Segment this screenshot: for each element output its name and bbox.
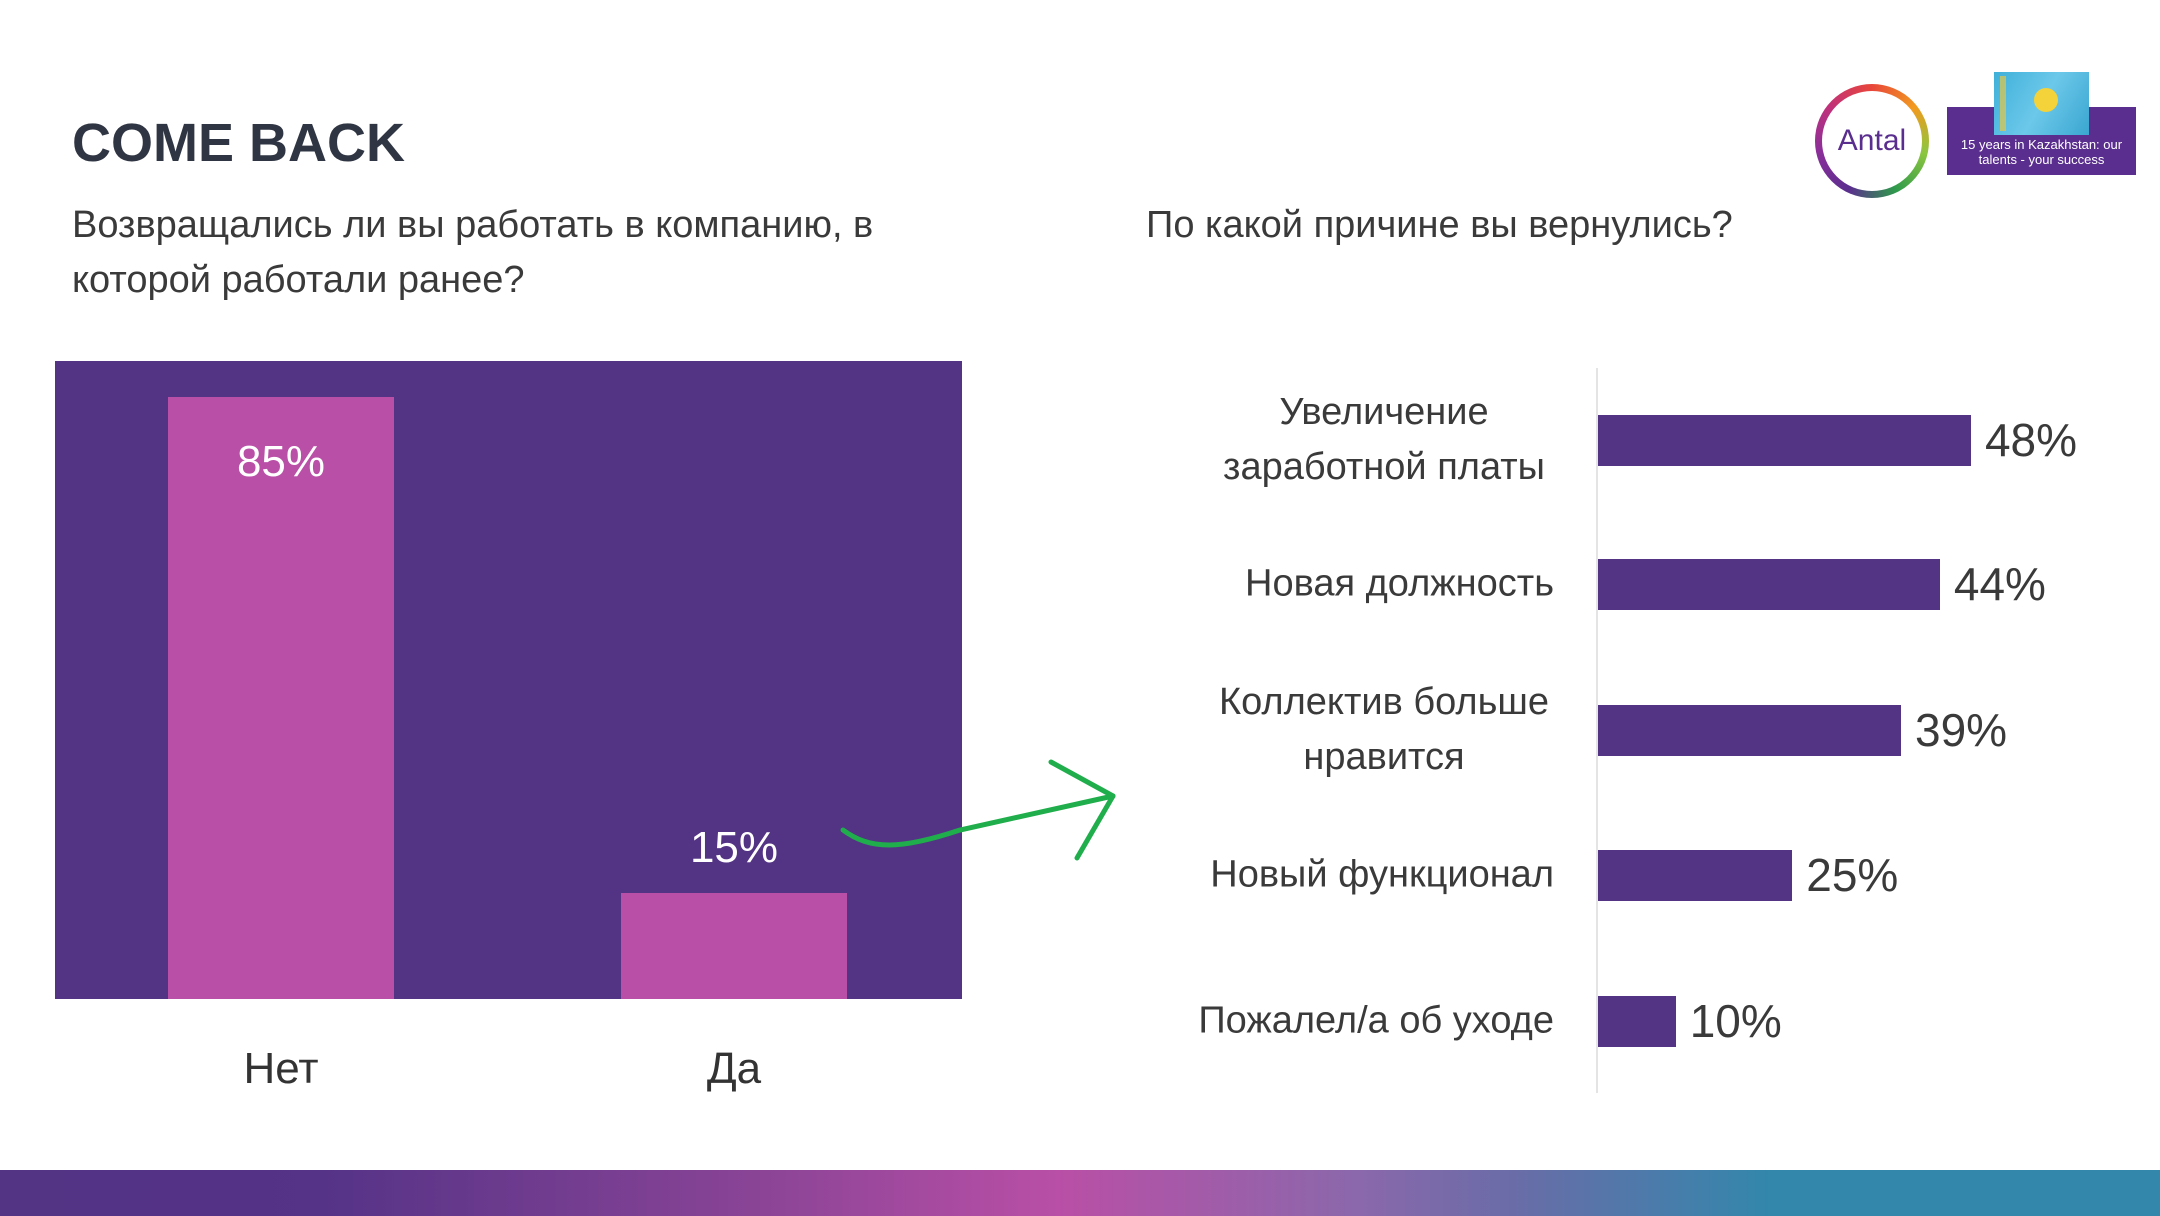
bar-value-label: 44% [1953, 558, 2046, 610]
bar-value-label: 25% [1806, 849, 1899, 901]
category-label: Коллектив больше нравится [1219, 681, 1549, 778]
page-title: COME BACK [72, 113, 405, 173]
bar-1 [1598, 559, 1940, 610]
chart2-title: По какой причине вы вернулись? [1146, 204, 1733, 246]
bar-3 [1598, 850, 1793, 901]
bar-value-label: 39% [1915, 704, 2008, 756]
footer-gradient-bar [0, 1170, 2160, 1216]
bar-value-label: 48% [1984, 414, 2078, 466]
category-label: Увеличение заработной платы [1223, 391, 1545, 488]
category-label: Пожалел/а об уходе [1198, 999, 1554, 1042]
antal-logo: Antal [1815, 84, 1929, 198]
bar-0 [168, 397, 394, 999]
bar-value-label: 15% [689, 822, 779, 872]
chart1-title: Возвращались ли вы работать в компанию, … [72, 204, 874, 301]
kazakhstan-flag-icon [1994, 72, 2089, 135]
chart1-panel: 85% 15% [55, 361, 962, 999]
category-label: Новая должность [1245, 562, 1554, 605]
bar-1 [621, 892, 847, 999]
category-label: Нет [243, 1044, 319, 1093]
bar-2 [1598, 705, 1902, 756]
bar-value-label: 10% [1689, 995, 1782, 1047]
y-axis-line [1596, 368, 1598, 1093]
category-label: Да [706, 1044, 762, 1093]
logo-text: Antal [1837, 124, 1907, 157]
bar-4 [1598, 996, 1676, 1047]
bar-value-label: 85% [236, 437, 326, 486]
bar-0 [1598, 415, 1971, 466]
anniversary-banner: 15 years in Kazakhstan: our talents - yo… [1947, 107, 2136, 175]
category-label: Новый функционал [1210, 853, 1554, 896]
